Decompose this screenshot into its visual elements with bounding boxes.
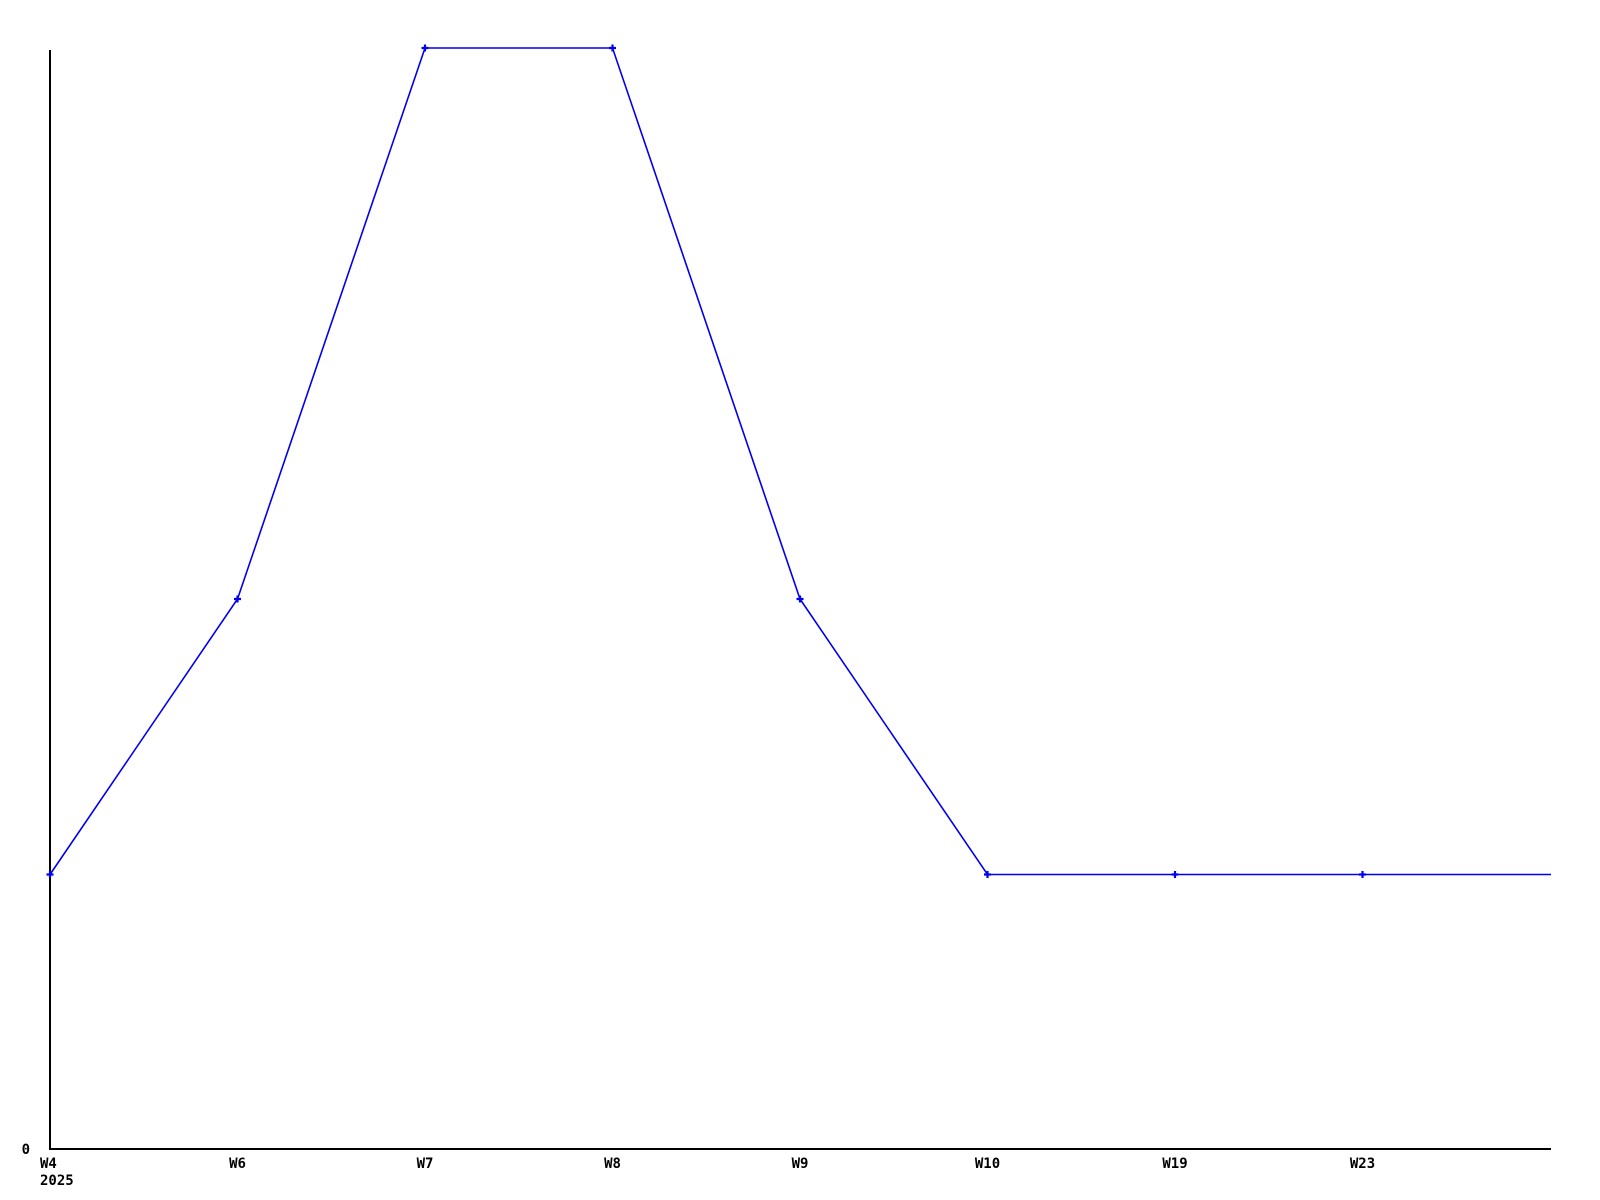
- x-tick-label: W9: [792, 1156, 809, 1172]
- x-tick-label: W23: [1350, 1156, 1375, 1172]
- data-point-marker: [46, 871, 54, 878]
- data-point-marker: [421, 44, 429, 52]
- data-point-marker: [984, 871, 991, 878]
- x-tick-label: W4: [40, 1156, 57, 1172]
- x-tick-label: W8: [604, 1156, 621, 1172]
- y-tick-label: 0: [22, 1142, 30, 1158]
- data-line: [49, 47, 1551, 876]
- x-tick-label: W7: [417, 1156, 434, 1172]
- x-tick-label: W19: [1162, 1156, 1187, 1172]
- data-point-marker: [1359, 871, 1366, 878]
- data-point-marker: [234, 595, 241, 603]
- x-axis-year-label: 2025: [40, 1173, 74, 1189]
- data-point-marker: [1171, 871, 1179, 878]
- data-point-marker: [796, 595, 804, 603]
- x-tick-label: W6: [229, 1156, 246, 1172]
- x-tick-label: W10: [975, 1156, 1000, 1172]
- data-point-marker: [609, 44, 616, 52]
